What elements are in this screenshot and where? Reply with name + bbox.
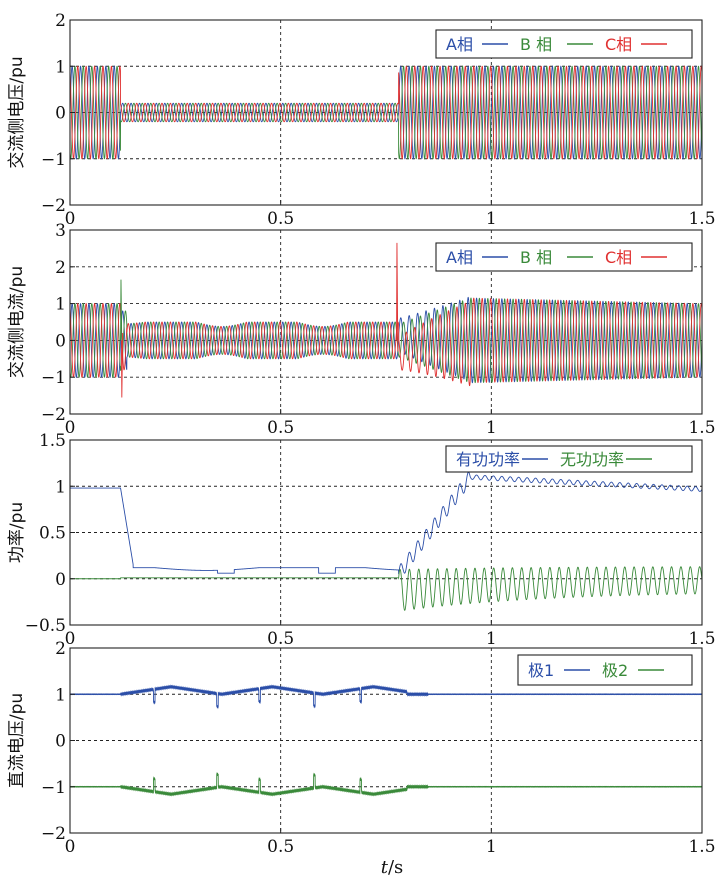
x-tick-label: 1.5: [688, 418, 715, 438]
current-spike-green: [120, 279, 123, 348]
series-line-3: [70, 65, 702, 160]
y-tick-label: 2: [55, 639, 66, 659]
x-tick-label: 1: [486, 418, 497, 438]
legend-label: 极1: [528, 661, 554, 680]
x-tick-label: 0.5: [267, 209, 294, 229]
current-spike-red: [120, 333, 124, 398]
x-tick-label: 0.5: [267, 629, 294, 649]
legend-label: 有功功率: [456, 450, 520, 469]
x-tick-label: 0: [65, 209, 76, 229]
legend-label: C相: [605, 248, 632, 267]
x-tick-label: 1.5: [688, 209, 715, 229]
x-axis-label-var: t: [381, 857, 389, 878]
y-tick-label: −2: [41, 405, 66, 425]
legend-label: A相: [446, 248, 473, 267]
x-tick-label: 0: [65, 629, 76, 649]
y-tick-label: 0: [55, 331, 66, 351]
legend-label: B 相: [520, 248, 552, 267]
series-line-2: [70, 566, 702, 611]
y-tick-label: 1: [55, 477, 66, 497]
axes-frame: [69, 229, 703, 415]
series-line-3: [70, 297, 702, 387]
series-line-1: [70, 471, 702, 575]
series-line-2: [70, 65, 702, 160]
chart-panel-4: 0 0.5 1 1.5 2 1 0 −1 −2 直流电压/pu 极1 极2: [7, 639, 716, 857]
legend: A相 B 相 C相: [435, 242, 693, 272]
y-tick-label: −2: [41, 196, 66, 216]
legend: A相 B 相 C相: [435, 29, 693, 59]
chart-panel-2: 0 0.5 1 1.5 3 2 1 0 −1 −2 交流侧电流/pu A相 B 相 C相: [7, 221, 716, 438]
y-axis-label: 交流侧电压/pu: [7, 56, 27, 168]
series-line-1: [70, 684, 702, 710]
series-line-1: [70, 65, 702, 160]
x-tick-label: 1: [486, 209, 497, 229]
y-tick-label: −2: [41, 824, 66, 844]
y-tick-label: 0: [55, 570, 66, 590]
current-spike: [396, 242, 399, 352]
legend-label: C相: [605, 35, 632, 54]
y-tick-label: −1: [41, 150, 66, 170]
x-tick-label: 0.5: [267, 418, 294, 438]
y-axis-label: 功率/pu: [7, 502, 27, 563]
x-tick-label: 0.5: [267, 837, 294, 857]
y-tick-label: 3: [55, 221, 66, 241]
x-tick-label: 1.5: [688, 629, 715, 649]
legend-box: [435, 29, 693, 59]
legend-label: B 相: [520, 35, 552, 54]
x-tick-label: 0: [65, 837, 76, 857]
x-tick-label: 1: [486, 629, 497, 649]
x-axis-label-unit: /s: [388, 857, 403, 878]
x-tick-label: 1: [486, 837, 497, 857]
legend-label: A相: [446, 35, 473, 54]
y-tick-label: −0.5: [25, 616, 66, 636]
y-tick-label: 1: [55, 295, 66, 315]
series-line-1: [70, 296, 702, 384]
series-line-2: [70, 297, 702, 384]
legend: 极1 极2: [517, 654, 693, 686]
legend-label: 极2: [602, 661, 628, 680]
y-tick-label: −1: [41, 368, 66, 388]
legend: 有功功率 无功功率: [445, 445, 693, 473]
chart-panel-1: 0 0.5 1 1.5 2 1 0 −1 −2 交流侧电压/pu A相 B 相 C相: [7, 11, 716, 229]
series-line-2: [70, 771, 702, 797]
x-tick-label: 1.5: [688, 837, 715, 857]
legend-label: 无功功率: [560, 450, 624, 469]
y-tick-label: −1: [41, 778, 66, 798]
y-tick-label: 1: [55, 685, 66, 705]
x-axis-label: t/s: [381, 857, 404, 878]
y-tick-label: 1.5: [39, 431, 66, 451]
y-axis-label: 直流电压/pu: [7, 693, 27, 788]
y-tick-label: 0: [55, 104, 66, 124]
y-tick-label: 2: [55, 258, 66, 278]
y-tick-label: 1: [55, 57, 66, 77]
x-tick-label: 0: [65, 418, 76, 438]
y-tick-label: 0: [55, 732, 66, 752]
y-tick-label: 0.5: [39, 524, 66, 544]
y-axis-label: 交流侧电流/pu: [7, 266, 27, 378]
y-tick-label: 2: [55, 11, 66, 31]
